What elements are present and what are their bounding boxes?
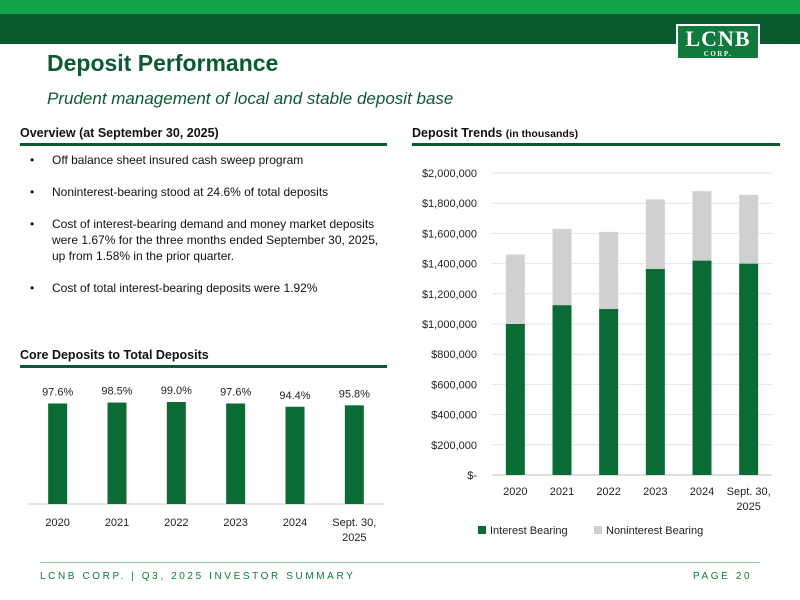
- deposit-trends-divider: [412, 143, 780, 146]
- core-deposits-divider: [20, 365, 387, 368]
- core-deposit-category-label: 2020: [45, 517, 69, 529]
- deposit-trend-category-label: 2023: [643, 486, 667, 498]
- legend-swatch-interest-bearing: [478, 526, 486, 534]
- core-deposit-value-label: 98.5%: [101, 386, 132, 398]
- logo-sub-text: CORP.: [703, 50, 733, 58]
- noninterest-bearing-bar: [505, 254, 525, 324]
- header-band: [0, 14, 800, 44]
- y-tick-label: $1,000,000: [422, 319, 477, 331]
- top-accent-band: [0, 0, 800, 14]
- core-deposit-value-label: 95.8%: [339, 388, 370, 400]
- core-deposits-heading: Core Deposits to Total Deposits: [20, 348, 209, 362]
- core-deposit-bar: [166, 402, 186, 504]
- page-number: PAGE 20: [693, 571, 753, 582]
- core-deposit-bar: [285, 406, 305, 504]
- lcnb-logo: LCNB CORP.: [676, 24, 760, 60]
- interest-bearing-bar: [552, 305, 572, 475]
- overview-bullet: Off balance sheet insured cash sweep pro…: [28, 152, 388, 168]
- core-deposits-chart: 97.6% 2020 98.5% 2021 99.0% 2022 97.6% 2023 94.4…: [28, 385, 384, 544]
- interest-bearing-bar: [505, 324, 525, 475]
- deposit-trend-category-label: Sept. 30, 2025: [727, 486, 771, 513]
- y-tick-label: $600,000: [431, 379, 477, 391]
- overview-bullet: Cost of total interest-bearing deposits …: [28, 280, 388, 296]
- legend-swatch-noninterest-bearing: [594, 526, 602, 534]
- interest-bearing-bar: [739, 263, 759, 475]
- core-deposit-category-label: 2023: [223, 517, 247, 529]
- y-tick-label: $200,000: [431, 440, 477, 452]
- core-deposit-bar: [48, 403, 68, 504]
- core-deposit-value-label: 97.6%: [42, 386, 73, 398]
- deposit-trend-category-label: 2024: [690, 486, 714, 498]
- core-deposit-value-label: 97.6%: [220, 386, 251, 398]
- noninterest-bearing-bar: [645, 199, 665, 269]
- deposit-trends-heading-text: Deposit Trends: [412, 126, 503, 140]
- y-tick-label: $1,800,000: [422, 198, 477, 210]
- page-title: Deposit Performance: [47, 50, 279, 76]
- deposit-trends-chart: $- $200,000 $400,000 $600,000 $800,000 $1,000…: [422, 168, 772, 537]
- core-deposit-value-label: 99.0%: [161, 385, 192, 397]
- overview-bullet: Cost of interest-bearing demand and mone…: [28, 216, 388, 264]
- core-deposit-bar: [344, 405, 364, 504]
- y-tick-label: $2,000,000: [422, 168, 477, 180]
- deposit-trend-category-label: 2022: [596, 486, 620, 498]
- overview-bullet: Noninterest-bearing stood at 24.6% of to…: [28, 184, 388, 200]
- y-tick-label: $1,600,000: [422, 228, 477, 240]
- deposit-trend-category-label: 2020: [503, 486, 527, 498]
- core-deposit-category-label: 2021: [105, 517, 129, 529]
- page-subtitle: Prudent management of local and stable d…: [47, 89, 454, 108]
- noninterest-bearing-bar: [739, 194, 759, 264]
- overview-divider: [20, 143, 387, 146]
- core-deposit-category-label: 2024: [283, 517, 307, 529]
- core-deposit-category-label: 2022: [164, 517, 188, 529]
- core-deposit-bar: [107, 402, 127, 504]
- y-tick-label: $-: [467, 470, 477, 482]
- interest-bearing-bar: [645, 268, 665, 475]
- logo-main-text: LCNB: [685, 26, 751, 51]
- footer-company: LCNB CORP. | Q3, 2025 INVESTOR SUMMARY: [40, 571, 356, 582]
- deposit-trends-heading: Deposit Trends (in thousands): [412, 126, 578, 140]
- deposit-trend-category-label: 2021: [550, 486, 574, 498]
- interest-bearing-bar: [599, 308, 619, 475]
- overview-bullets: Off balance sheet insured cash sweep pro…: [28, 152, 388, 312]
- y-tick-label: $1,200,000: [422, 289, 477, 301]
- core-deposit-category-label: Sept. 30, 2025: [332, 517, 376, 544]
- legend-label-interest-bearing: Interest Bearing: [490, 525, 568, 537]
- y-tick-label: $400,000: [431, 410, 477, 422]
- footer-divider: [40, 562, 760, 563]
- legend-label-noninterest-bearing: Noninterest Bearing: [606, 525, 703, 537]
- noninterest-bearing-bar: [692, 191, 712, 261]
- core-deposit-bar: [226, 403, 246, 504]
- overview-heading: Overview (at September 30, 2025): [20, 126, 219, 140]
- y-tick-label: $800,000: [431, 349, 477, 361]
- interest-bearing-bar: [692, 260, 712, 475]
- deposit-trends-heading-unit: (in thousands): [505, 128, 579, 140]
- y-tick-label: $1,400,000: [422, 259, 477, 271]
- noninterest-bearing-bar: [552, 228, 572, 306]
- noninterest-bearing-bar: [599, 231, 619, 309]
- core-deposit-value-label: 94.4%: [279, 390, 310, 402]
